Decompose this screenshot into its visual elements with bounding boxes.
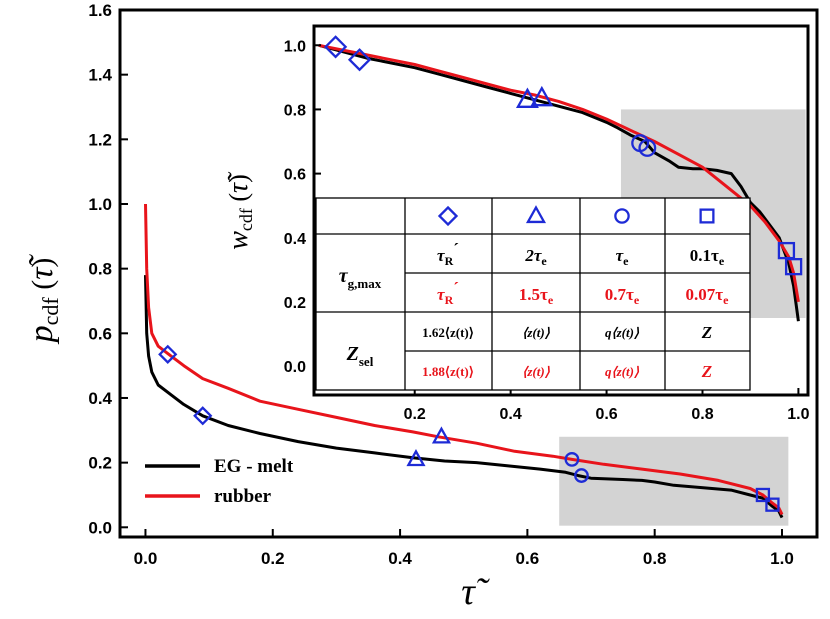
tau-melt-reptation: τR´: [437, 240, 459, 268]
main-line-melt: [144, 275, 784, 519]
legend-label-melt: EG - melt: [214, 456, 294, 477]
main-marker-triangle-1: [406, 449, 426, 467]
table-header-markers: [437, 205, 715, 227]
inset-x-tick-label: 1.0: [787, 406, 809, 423]
inset-x-tick-label: 0.4: [500, 406, 522, 423]
main-y-tick-label: 0.0: [88, 518, 112, 537]
inset-marker-diamond-2: [347, 48, 372, 72]
tau-melt-te: τe: [616, 246, 630, 268]
main-x-tick-label: 0.0: [134, 549, 158, 568]
main-y-tick-label: 1.0: [88, 195, 112, 214]
row-label-tau: τg,max: [339, 265, 382, 291]
main-marker-circle-2: [574, 468, 589, 483]
table-grid: [315, 197, 751, 391]
tau-rubber-15te: 1.5τe: [519, 285, 554, 307]
inset-y-tick-label: 0.4: [284, 231, 306, 248]
inset-marker-triangle-1: [515, 87, 539, 108]
svg-text:pcdf (τ̃): pcdf (τ̃): [23, 254, 63, 345]
inset-marker-diamond-1: [323, 35, 348, 59]
inset-y-tick-label: 0.6: [284, 167, 306, 184]
main-marker-square-2: [765, 497, 780, 512]
inset-y-tick-label: 0.0: [284, 359, 306, 376]
main-marker-square-1: [755, 487, 771, 503]
main-shade-rect: [559, 436, 789, 526]
main-x-tick-label: 0.4: [388, 549, 412, 568]
main-markers: [158, 344, 780, 512]
tau-rubber-007te: 0.07τe: [686, 285, 730, 307]
tau-rubber-reptation: τR´: [437, 279, 459, 307]
z-melt-z: Z: [701, 323, 712, 342]
main-axis-ticks: 0.0 0.2 0.4 0.6 0.8 1.0 0.0 0.2 0.4 0.6 0.8 1.0 1.2 1…: [88, 1, 793, 568]
main-y-tick-label: 1.4: [88, 66, 112, 85]
table-header-circle: [614, 208, 630, 224]
parameter-table: τg,max Zsel τR´ 2τe τe 0.1τe τR´ 1.5τe 0…: [315, 197, 751, 391]
inset-x-tick-label: 0.6: [595, 406, 617, 423]
row-label-z: Zsel: [346, 343, 374, 369]
main-y-axis-label: pcdf (τ̃): [23, 254, 63, 345]
inset-y-tick-label: 1.0: [284, 38, 306, 55]
main-x-tick-label: 0.8: [643, 549, 667, 568]
z-rubber-q: q⟨z(t)⟩: [605, 364, 640, 379]
inset-marker-square-2: [784, 258, 803, 276]
main-y-tick-label: 0.6: [88, 324, 112, 343]
main-y-tick-label: 1.2: [88, 130, 112, 149]
tau-rubber-07te: 0.7τe: [605, 285, 640, 307]
z-rubber-z: Z: [701, 362, 712, 381]
main-x-tick-label: 1.0: [770, 549, 794, 568]
main-shaded-region: [559, 436, 789, 526]
inset-x-tick-label: 0.2: [404, 406, 426, 423]
inset-y-tick-label: 0.2: [284, 295, 306, 312]
table-header-triangle: [525, 205, 547, 224]
tau-melt-2te: 2τe: [524, 246, 547, 268]
legend: EG - melt rubber: [145, 456, 294, 507]
main-y-tick-label: 0.2: [88, 454, 112, 473]
main-x-tick-label: 0.6: [516, 549, 540, 568]
legend-label-rubber: rubber: [214, 486, 272, 507]
main-x-tick-label: 0.2: [261, 549, 285, 568]
tau-melt-01te: 0.1τe: [690, 246, 725, 268]
inset-marker-triangle-2: [530, 85, 554, 107]
z-rubber-mean: ⟨z(t)⟩: [522, 364, 550, 379]
inset-line-rubber: [318, 43, 800, 303]
svg-text:wcdf (τ̃): wcdf (τ̃): [223, 171, 256, 250]
z-melt-162: 1.62⟨z(t)⟩: [422, 325, 474, 340]
main-marker-diamond-2: [193, 406, 213, 426]
main-y-tick-label: 1.6: [88, 1, 112, 20]
inset-marker-circle-2: [638, 138, 657, 157]
main-y-tick-label: 0.8: [88, 260, 112, 279]
inset-markers: [323, 35, 803, 276]
inset-y-axis-label: wcdf (τ̃): [223, 171, 256, 250]
main-marker-circle-1: [564, 452, 580, 467]
main-marker-triangle-2: [431, 426, 452, 444]
table-background: [316, 198, 750, 390]
z-melt-mean: ⟨z(t)⟩: [522, 325, 550, 340]
main-x-axis-label: τ̃: [461, 571, 491, 613]
inset-y-tick-label: 0.8: [284, 102, 306, 119]
inset-axis-ticks: 0.2 0.4 0.6 0.8 1.0 0.0 0.2 0.4 0.6 0.8 1.0: [284, 38, 810, 423]
z-rubber-188: 1.88⟨z(t)⟩: [422, 364, 474, 379]
inset-x-tick-label: 0.8: [691, 406, 713, 423]
table-header-diamond: [437, 205, 459, 227]
main-marker-diamond-1: [158, 344, 178, 364]
z-melt-q: q⟨z(t)⟩: [605, 325, 640, 340]
main-plot-frame: [118, 8, 819, 539]
inset-plot-frame: [312, 24, 810, 397]
table-header-square: [699, 208, 715, 224]
main-y-tick-label: 0.4: [88, 389, 112, 408]
